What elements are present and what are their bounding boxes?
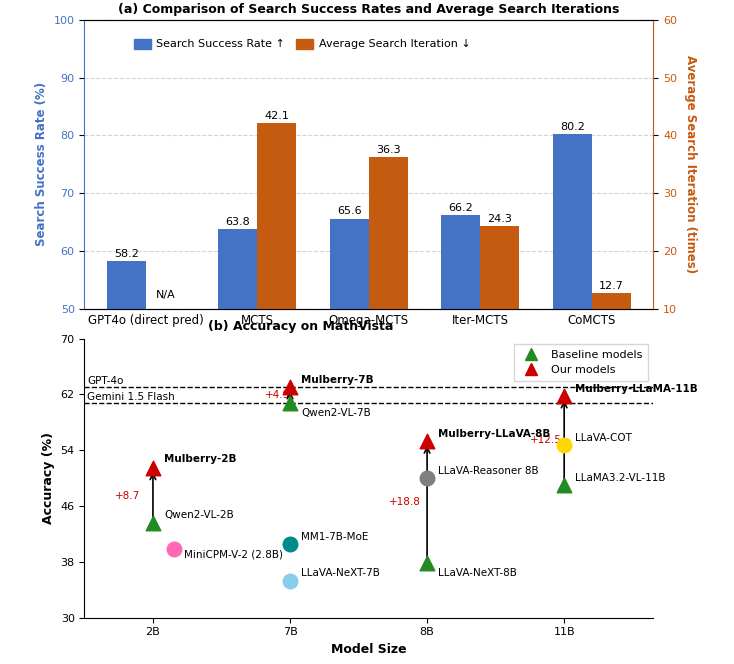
Text: Mulberry-2B: Mulberry-2B	[164, 454, 236, 464]
Point	[284, 539, 296, 550]
Y-axis label: Average Search Iteration (times): Average Search Iteration (times)	[683, 55, 697, 274]
Text: 80.2: 80.2	[560, 122, 585, 132]
Text: +4.9: +4.9	[266, 390, 291, 400]
Legend: Baseline models, Our models: Baseline models, Our models	[514, 344, 647, 381]
Text: 63.8: 63.8	[225, 216, 250, 226]
Text: Gemini 1.5 Flash: Gemini 1.5 Flash	[87, 392, 175, 402]
Text: Mulberry-LLaMA-11B: Mulberry-LLaMA-11B	[575, 384, 698, 394]
Point	[421, 473, 433, 483]
Point	[147, 518, 159, 529]
Bar	[592, 293, 631, 598]
Text: 12.7: 12.7	[599, 281, 624, 291]
Point	[284, 398, 296, 408]
Text: MiniCPM-V-2 (2.8B): MiniCPM-V-2 (2.8B)	[184, 550, 283, 560]
Y-axis label: Search Success Rate (%): Search Success Rate (%)	[35, 82, 48, 246]
Bar	[553, 134, 592, 598]
Point	[167, 544, 179, 554]
Text: +12.5: +12.5	[530, 436, 562, 446]
Text: 66.2: 66.2	[448, 203, 473, 213]
Point	[559, 390, 570, 401]
Text: +8.7: +8.7	[115, 491, 139, 501]
Text: (b) Accuracy on MathVista: (b) Accuracy on MathVista	[208, 320, 393, 333]
Text: 65.6: 65.6	[337, 207, 362, 216]
Point	[284, 381, 296, 392]
Text: N/A: N/A	[156, 290, 175, 300]
Text: LLaVA-NeXT-7B: LLaVA-NeXT-7B	[301, 568, 380, 578]
Text: 36.3: 36.3	[376, 145, 401, 155]
Bar	[330, 218, 369, 598]
Point	[559, 440, 570, 450]
Text: Mulberry-LLaVA-8B: Mulberry-LLaVA-8B	[438, 429, 550, 439]
Text: MM1-7B-MoE: MM1-7B-MoE	[301, 533, 368, 542]
Bar	[369, 157, 408, 598]
Point	[421, 436, 433, 446]
Text: +18.8: +18.8	[389, 497, 421, 507]
Text: Qwen2-VL-2B: Qwen2-VL-2B	[164, 510, 233, 520]
Text: 58.2: 58.2	[114, 249, 139, 259]
Text: 42.1: 42.1	[264, 111, 289, 121]
Text: GPT-4o: GPT-4o	[87, 376, 123, 386]
Title: (a) Comparison of Search Success Rates and Average Search Iterations: (a) Comparison of Search Success Rates a…	[118, 3, 619, 16]
Text: LLaMA3.2-VL-11B: LLaMA3.2-VL-11B	[575, 473, 666, 483]
Bar	[106, 262, 146, 598]
X-axis label: Model Size: Model Size	[331, 643, 407, 656]
Text: LLaVA-COT: LLaVA-COT	[575, 432, 632, 442]
Legend: Search Success Rate ↑, Average Search Iteration ↓: Search Success Rate ↑, Average Search It…	[130, 34, 475, 54]
Point	[559, 479, 570, 490]
Text: Mulberry-7B: Mulberry-7B	[301, 374, 374, 384]
Text: LLaVA-NeXT-8B: LLaVA-NeXT-8B	[438, 568, 517, 578]
Point	[284, 575, 296, 586]
Bar	[258, 124, 297, 598]
Bar	[480, 226, 520, 598]
Bar	[441, 215, 480, 598]
Bar	[218, 229, 258, 598]
Text: LLaVA-Reasoner 8B: LLaVA-Reasoner 8B	[438, 466, 539, 476]
Text: Qwen2-VL-7B: Qwen2-VL-7B	[301, 408, 371, 418]
Text: 24.3: 24.3	[487, 214, 512, 224]
Y-axis label: Accuracy (%): Accuracy (%)	[42, 432, 55, 524]
Point	[421, 558, 433, 568]
Point	[147, 462, 159, 473]
Bar	[146, 309, 185, 598]
